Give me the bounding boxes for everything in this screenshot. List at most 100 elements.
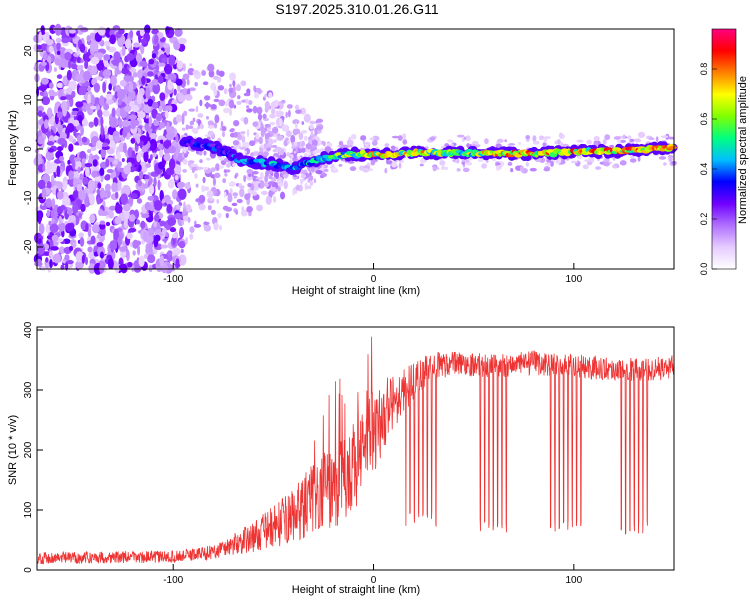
spectrogram-cell [166,121,170,128]
spectrogram-cell [131,150,136,160]
spectrogram-cell [38,85,48,92]
spectrogram-cell [81,136,88,143]
spectrogram-cell [88,263,96,274]
spectrogram-cell [152,152,157,158]
spectrogram-cell [159,139,164,144]
spectrogram-cell [368,168,374,172]
spectrogram-cell [177,188,187,200]
spectrogram-cell [300,173,307,179]
spectrogram-cell [173,88,177,96]
spectrogram-ylabel: Frequency (Hz) [7,110,19,186]
spectrogram-cell [75,251,84,263]
spectrogram-cell [309,120,316,125]
spectrogram-cell [111,182,119,192]
spectrogram-cell [103,103,110,111]
spectrogram-cell [77,166,81,174]
spectrogram-cell [90,65,98,75]
spectrogram-cell [132,133,142,138]
spectrogram-cell [222,178,227,184]
spectrogram-cell [518,142,522,145]
spectrogram-cell [75,101,84,108]
spectrogram-cell [45,39,54,46]
spectrogram-cell [138,170,144,180]
spectrogram-cell [68,245,74,252]
spectrogram-cell [604,134,611,141]
spectrogram-cell [236,133,242,140]
spectrogram-cell [529,167,537,172]
spectrogram-cell [68,135,74,142]
spectrogram-cell [231,202,238,207]
spectrogram-cell [204,95,211,101]
spectrogram-cell [283,139,288,147]
spectrogram-cell [167,217,177,226]
spectrogram-cell [310,136,315,141]
spectrogram-cell [100,147,107,158]
spectrogram-cell [161,198,166,204]
spectrogram-cell [82,52,92,63]
spectrogram-cell [285,137,289,141]
spectrogram-cell [270,186,277,192]
spectrogram-cell [72,190,79,200]
spectrogram-cell [140,38,147,45]
spectrogram-cell [235,209,239,215]
spectrogram-cell [199,159,203,163]
spectrogram-cell [145,163,151,168]
snr-xlabel: Height of straight line (km) [292,584,420,596]
spectrogram-cell [62,196,71,206]
spectrogram-cell [315,120,319,124]
spectrogram-cell [658,156,667,160]
spectrogram-cell [619,139,627,143]
spectrogram-cell [159,92,166,102]
spectrogram-cell [294,122,298,129]
y-tick-label: -20 [23,239,34,254]
spectrogram-cell [525,162,530,167]
spectrogram-cell [148,177,153,185]
spectrogram-cell [154,213,160,222]
spectrogram-cell [300,179,303,186]
spectrogram-cell [262,113,267,120]
spectrogram-cell [68,170,74,180]
spectrogram-cell [97,109,103,118]
spectrogram-cell [202,81,209,86]
spectrogram-cell [95,140,103,150]
spectrogram-cell [52,253,61,264]
spectrogram-cell [163,66,168,72]
spectrogram-cell [206,157,211,161]
spectrogram-cell [346,139,354,146]
spectrogram-cell [75,73,82,83]
spectrogram-cell [586,161,593,166]
spectrogram-cell [301,130,308,134]
spectrogram-cell [233,119,240,127]
spectrogram-cell [89,40,99,52]
spectrogram-cell [398,159,405,163]
spectrogram-cell [185,94,193,101]
spectrogram-cell [148,241,153,252]
spectrogram-cell [245,98,249,104]
spectrogram-cell [45,198,53,208]
spectrogram-cell [173,40,181,51]
spectrogram-cell [184,146,188,150]
spectrogram-cell [56,74,63,79]
spectrogram-cell [86,148,92,154]
spectrogram-cell [58,216,63,225]
spectrogram-cell [316,125,323,131]
spectrogram-cell [58,155,65,162]
spectrogram-cell [271,176,277,183]
spectrogram-cell [40,25,45,35]
spectrogram-cell [129,29,134,39]
spectrogram-cell [123,203,131,212]
spectrogram-cell [54,104,58,116]
spectrogram-cell [419,163,424,167]
spectrogram-cell [87,246,93,253]
spectrogram-cell [87,179,96,192]
spectrogram-cell [629,138,635,142]
spectrogram-cell [177,37,187,45]
snr-ylabel: SNR (10 * v/v) [7,415,19,485]
spectrogram-cell [152,101,159,109]
spectrogram-cell [69,32,76,38]
spectrogram-cell [203,150,207,156]
spectrogram-cell [268,175,273,180]
spectrogram-cell [67,159,71,165]
spectrogram-cell [105,99,114,105]
spectrogram-cell [286,152,291,157]
